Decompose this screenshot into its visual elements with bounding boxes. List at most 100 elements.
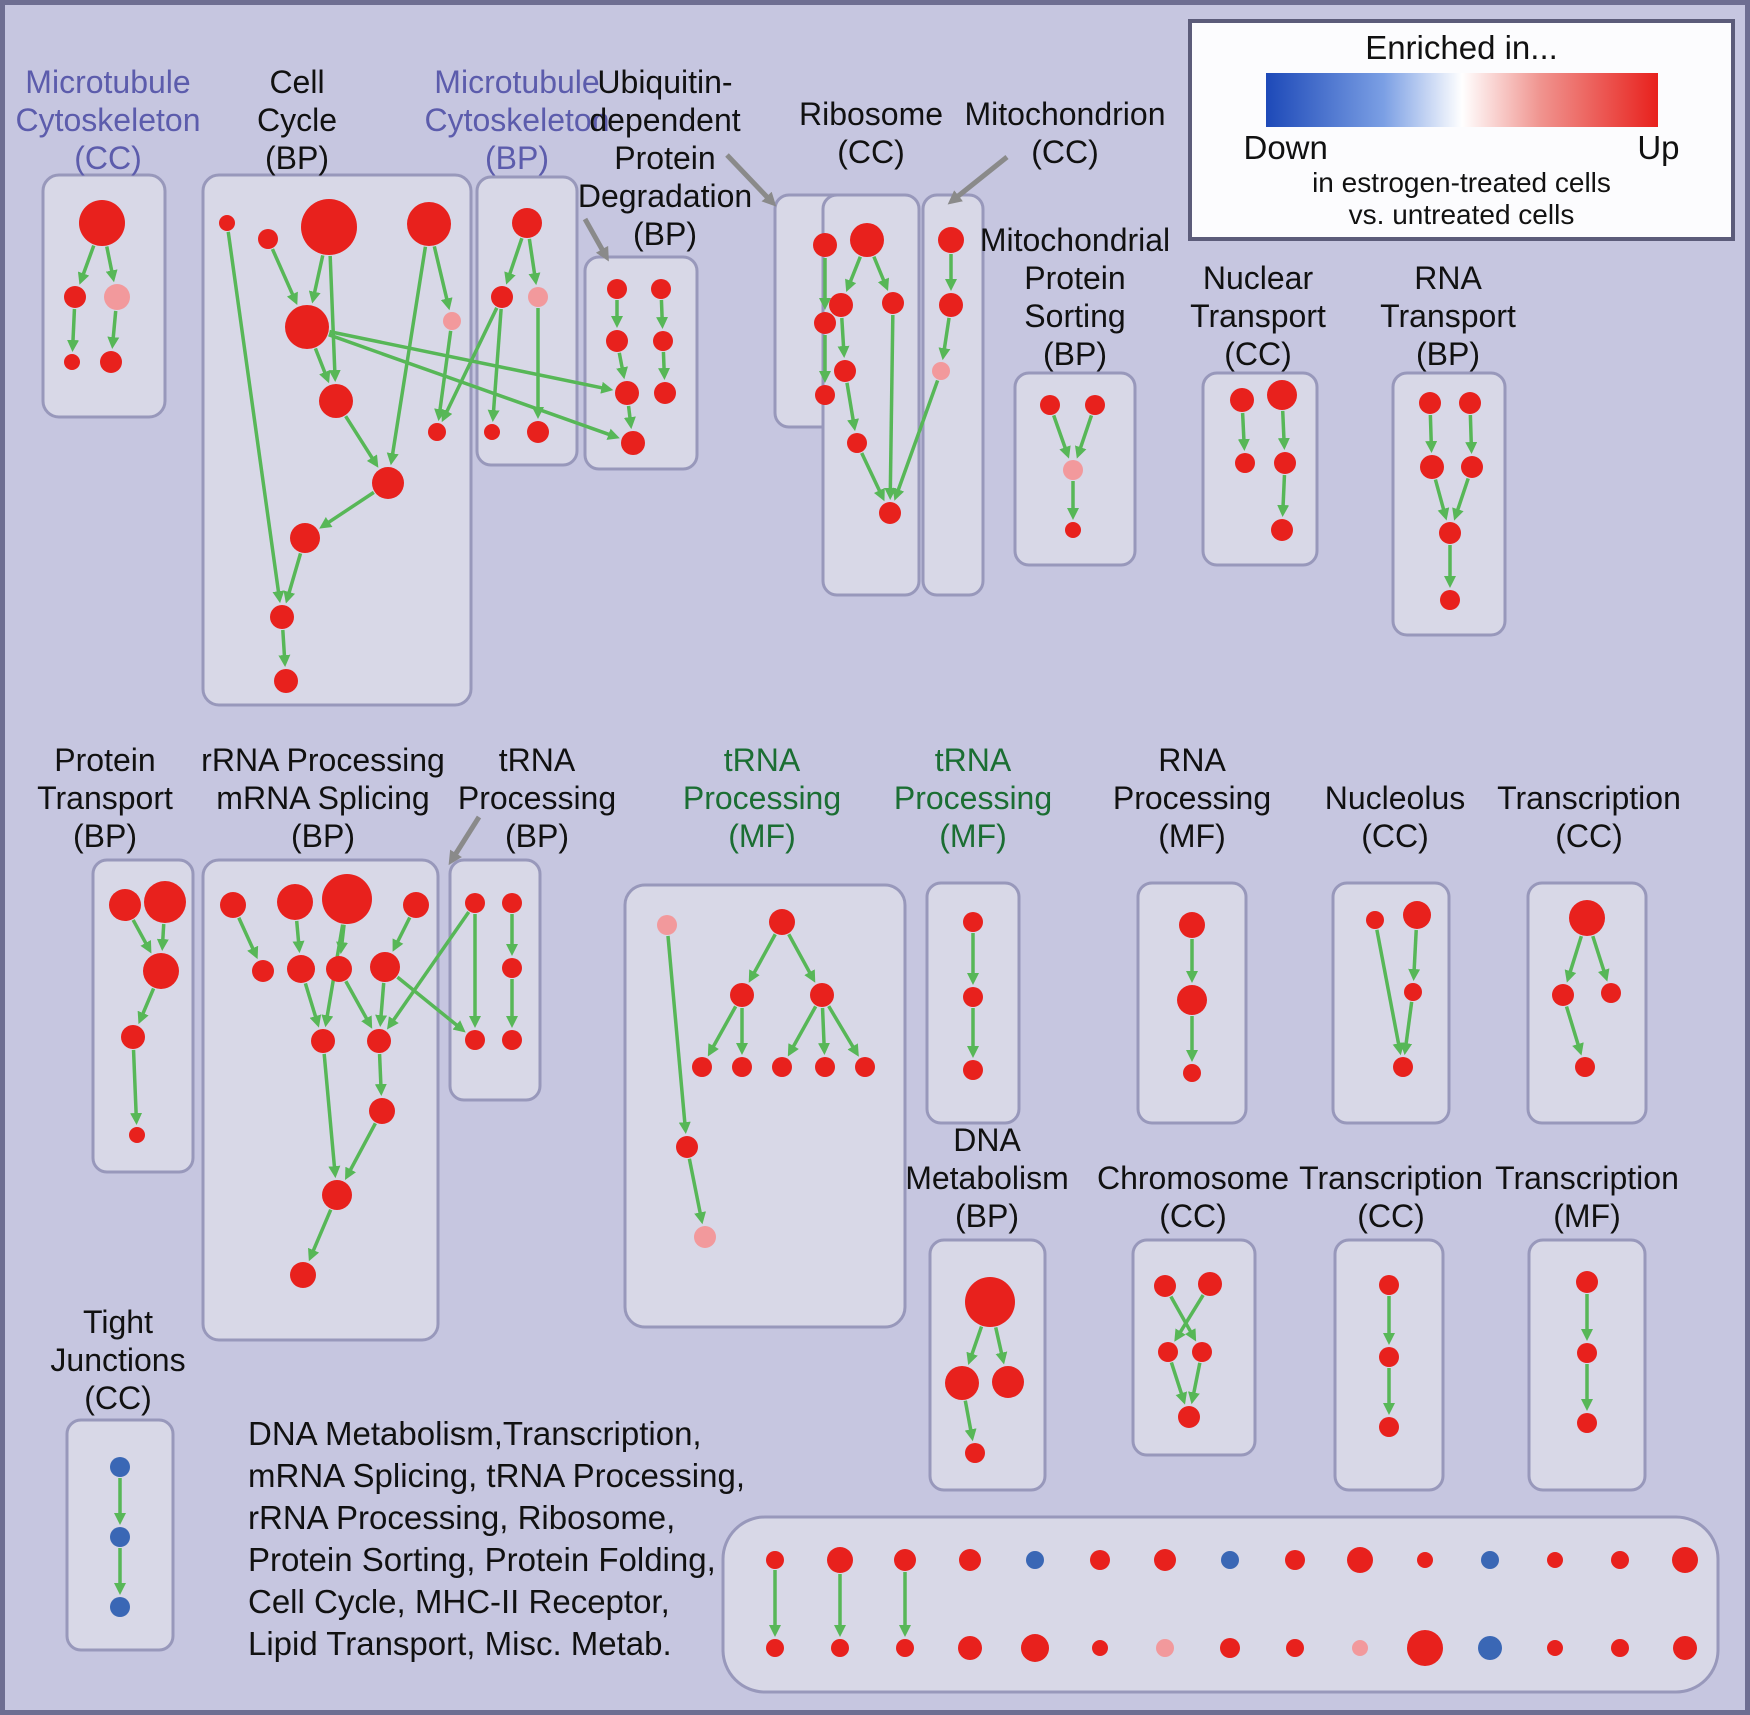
- go-term-node-W3: [110, 1597, 130, 1617]
- go-term-node-R4: [1575, 1057, 1595, 1077]
- edge-arrow-B2-B5: [270, 248, 298, 306]
- go-term-node-S3: [992, 1366, 1024, 1398]
- go-term-node-M1: [465, 893, 485, 913]
- edge-arrow-F1-F2: [845, 256, 862, 293]
- group-box-rna-transport: [1391, 371, 1507, 637]
- legend-gradient-bar: [1265, 73, 1658, 127]
- go-term-node-N9: [855, 1057, 875, 1077]
- go-term-node-G1: [938, 227, 964, 253]
- go-term-node-C2: [491, 286, 513, 308]
- edge-arrow-B10-B11: [283, 552, 303, 604]
- edge-arrow-N4-N8: [818, 1007, 830, 1056]
- go-term-node-F1: [850, 223, 884, 257]
- go-term-node-H3: [1063, 460, 1083, 480]
- legend-box: Enriched in... Down Up in estrogen-treat…: [1188, 19, 1735, 241]
- go-term-node-bb11: [1407, 1630, 1443, 1666]
- go-term-node-U7: [621, 431, 645, 455]
- edge-arrow-N10-N11: [687, 1158, 706, 1225]
- go-term-node-W2: [110, 1527, 130, 1547]
- group-label-dna-metabolism: DNA Metabolism (BP): [905, 1122, 1069, 1234]
- go-term-node-B10: [290, 523, 320, 553]
- group-label-microtubule-bp: Microtubule Cytoskeleton (BP): [425, 64, 610, 176]
- go-term-node-N7: [772, 1057, 792, 1077]
- go-term-node-bb3: [896, 1639, 914, 1657]
- go-term-node-K3: [143, 953, 179, 989]
- group-label-ubiquitin: Ubiquitin-dependent Protein Degradation (BP…: [578, 64, 752, 252]
- group-label-trna-bp: tRNA Processing (BP): [458, 742, 616, 854]
- group-label-nuclear-transport: Nuclear Transport (CC): [1190, 260, 1326, 372]
- go-term-node-bt4: [959, 1549, 981, 1571]
- go-term-node-J5: [1439, 522, 1461, 544]
- group-label-trna-mf-2: tRNA Processing (MF): [894, 742, 1052, 854]
- edge-arrow-L9-L12: [322, 1053, 341, 1179]
- go-term-node-K1: [109, 889, 141, 921]
- go-term-node-U3: [606, 330, 628, 352]
- go-term-node-bt3: [894, 1549, 916, 1571]
- edge-arrow-A1-A2: [77, 244, 96, 285]
- misc-categories-text: DNA Metabolism,Transcription, mRNA Splici…: [248, 1413, 745, 1665]
- go-term-node-J1: [1419, 392, 1441, 414]
- edge-arrow-C1-C3: [527, 238, 541, 286]
- go-term-node-T3: [1158, 1342, 1178, 1362]
- go-term-node-M5: [502, 1030, 522, 1050]
- go-term-node-bb9: [1286, 1639, 1304, 1657]
- edge-arrow-F2-F4: [837, 317, 850, 359]
- go-term-node-A2: [64, 286, 86, 308]
- go-term-node-C4: [484, 424, 500, 440]
- go-term-node-bt9: [1285, 1550, 1305, 1570]
- edge-arrow-J2-J4: [1465, 414, 1478, 455]
- edge-arrow-S1-S3: [994, 1326, 1008, 1365]
- edge-arrow-A1-A3: [105, 246, 118, 283]
- go-term-node-W1: [110, 1457, 130, 1477]
- misc-categories-line: Lipid Transport, Misc. Metab.: [248, 1625, 672, 1662]
- go-term-node-U1: [607, 279, 627, 299]
- edge-arrow-S2-S4: [963, 1400, 977, 1442]
- go-enrichment-network-diagram: Microtubule Cytoskeleton (CC) Cell Cycle (BP)…: [16, 64, 1720, 1694]
- go-term-node-I2: [1267, 380, 1297, 410]
- go-term-node-TC1: [1379, 1275, 1399, 1295]
- go-term-node-P3: [1183, 1064, 1201, 1082]
- go-term-node-S1: [965, 1277, 1015, 1327]
- go-term-node-L3: [322, 874, 372, 924]
- go-term-node-R3: [1601, 983, 1621, 1003]
- go-term-node-O3: [963, 1060, 983, 1080]
- edge-arrow-R1-R3: [1591, 935, 1610, 982]
- go-term-node-S2: [945, 1366, 979, 1400]
- go-term-node-B2: [258, 229, 278, 249]
- go-term-node-I5: [1271, 519, 1293, 541]
- go-term-node-N3: [730, 983, 754, 1007]
- go-term-node-Q4: [1393, 1057, 1413, 1077]
- go-term-node-Q3: [1404, 983, 1422, 1001]
- go-term-node-L11: [369, 1098, 395, 1124]
- go-term-node-bb13: [1547, 1640, 1563, 1656]
- group-label-chromosome: Chromosome (CC): [1097, 1160, 1289, 1234]
- edge-arrow-B3-B7: [328, 255, 341, 383]
- edge-arrow-L7-L10: [344, 980, 373, 1029]
- go-term-node-bb8: [1220, 1638, 1240, 1658]
- go-term-node-L6: [287, 955, 315, 983]
- go-term-node-P2: [1177, 985, 1207, 1015]
- group-label-microtubule-cc: Microtubule Cytoskeleton (CC): [16, 64, 201, 176]
- go-term-node-bb1: [766, 1639, 784, 1657]
- go-term-node-T5: [1178, 1406, 1200, 1428]
- annotation-arrow-2: [947, 155, 1009, 205]
- go-term-node-bt8: [1221, 1551, 1239, 1569]
- edge-arrow-F1-F3: [872, 255, 890, 291]
- go-term-node-bt14: [1611, 1551, 1629, 1569]
- go-term-node-C5: [527, 421, 549, 443]
- edge-arrow-G2-G3: [938, 317, 951, 361]
- annotation-arrow-1: [725, 153, 777, 207]
- misc-categories-line: mRNA Splicing, tRNA Processing,: [248, 1457, 746, 1494]
- edge-arrow-L11-L12: [345, 1122, 377, 1181]
- go-term-node-TM1: [1576, 1271, 1598, 1293]
- go-term-node-U5: [615, 381, 639, 405]
- go-term-node-E3: [815, 385, 835, 405]
- go-term-node-L2: [277, 884, 313, 920]
- annotation-arrow-0: [582, 217, 609, 262]
- go-term-node-N2: [769, 909, 795, 935]
- edge-arrow-A2-A4: [67, 308, 80, 353]
- edge-arrow-N1-N10: [666, 935, 691, 1135]
- go-term-node-J3: [1420, 455, 1444, 479]
- edge-arrow-T3-T5: [1169, 1361, 1188, 1405]
